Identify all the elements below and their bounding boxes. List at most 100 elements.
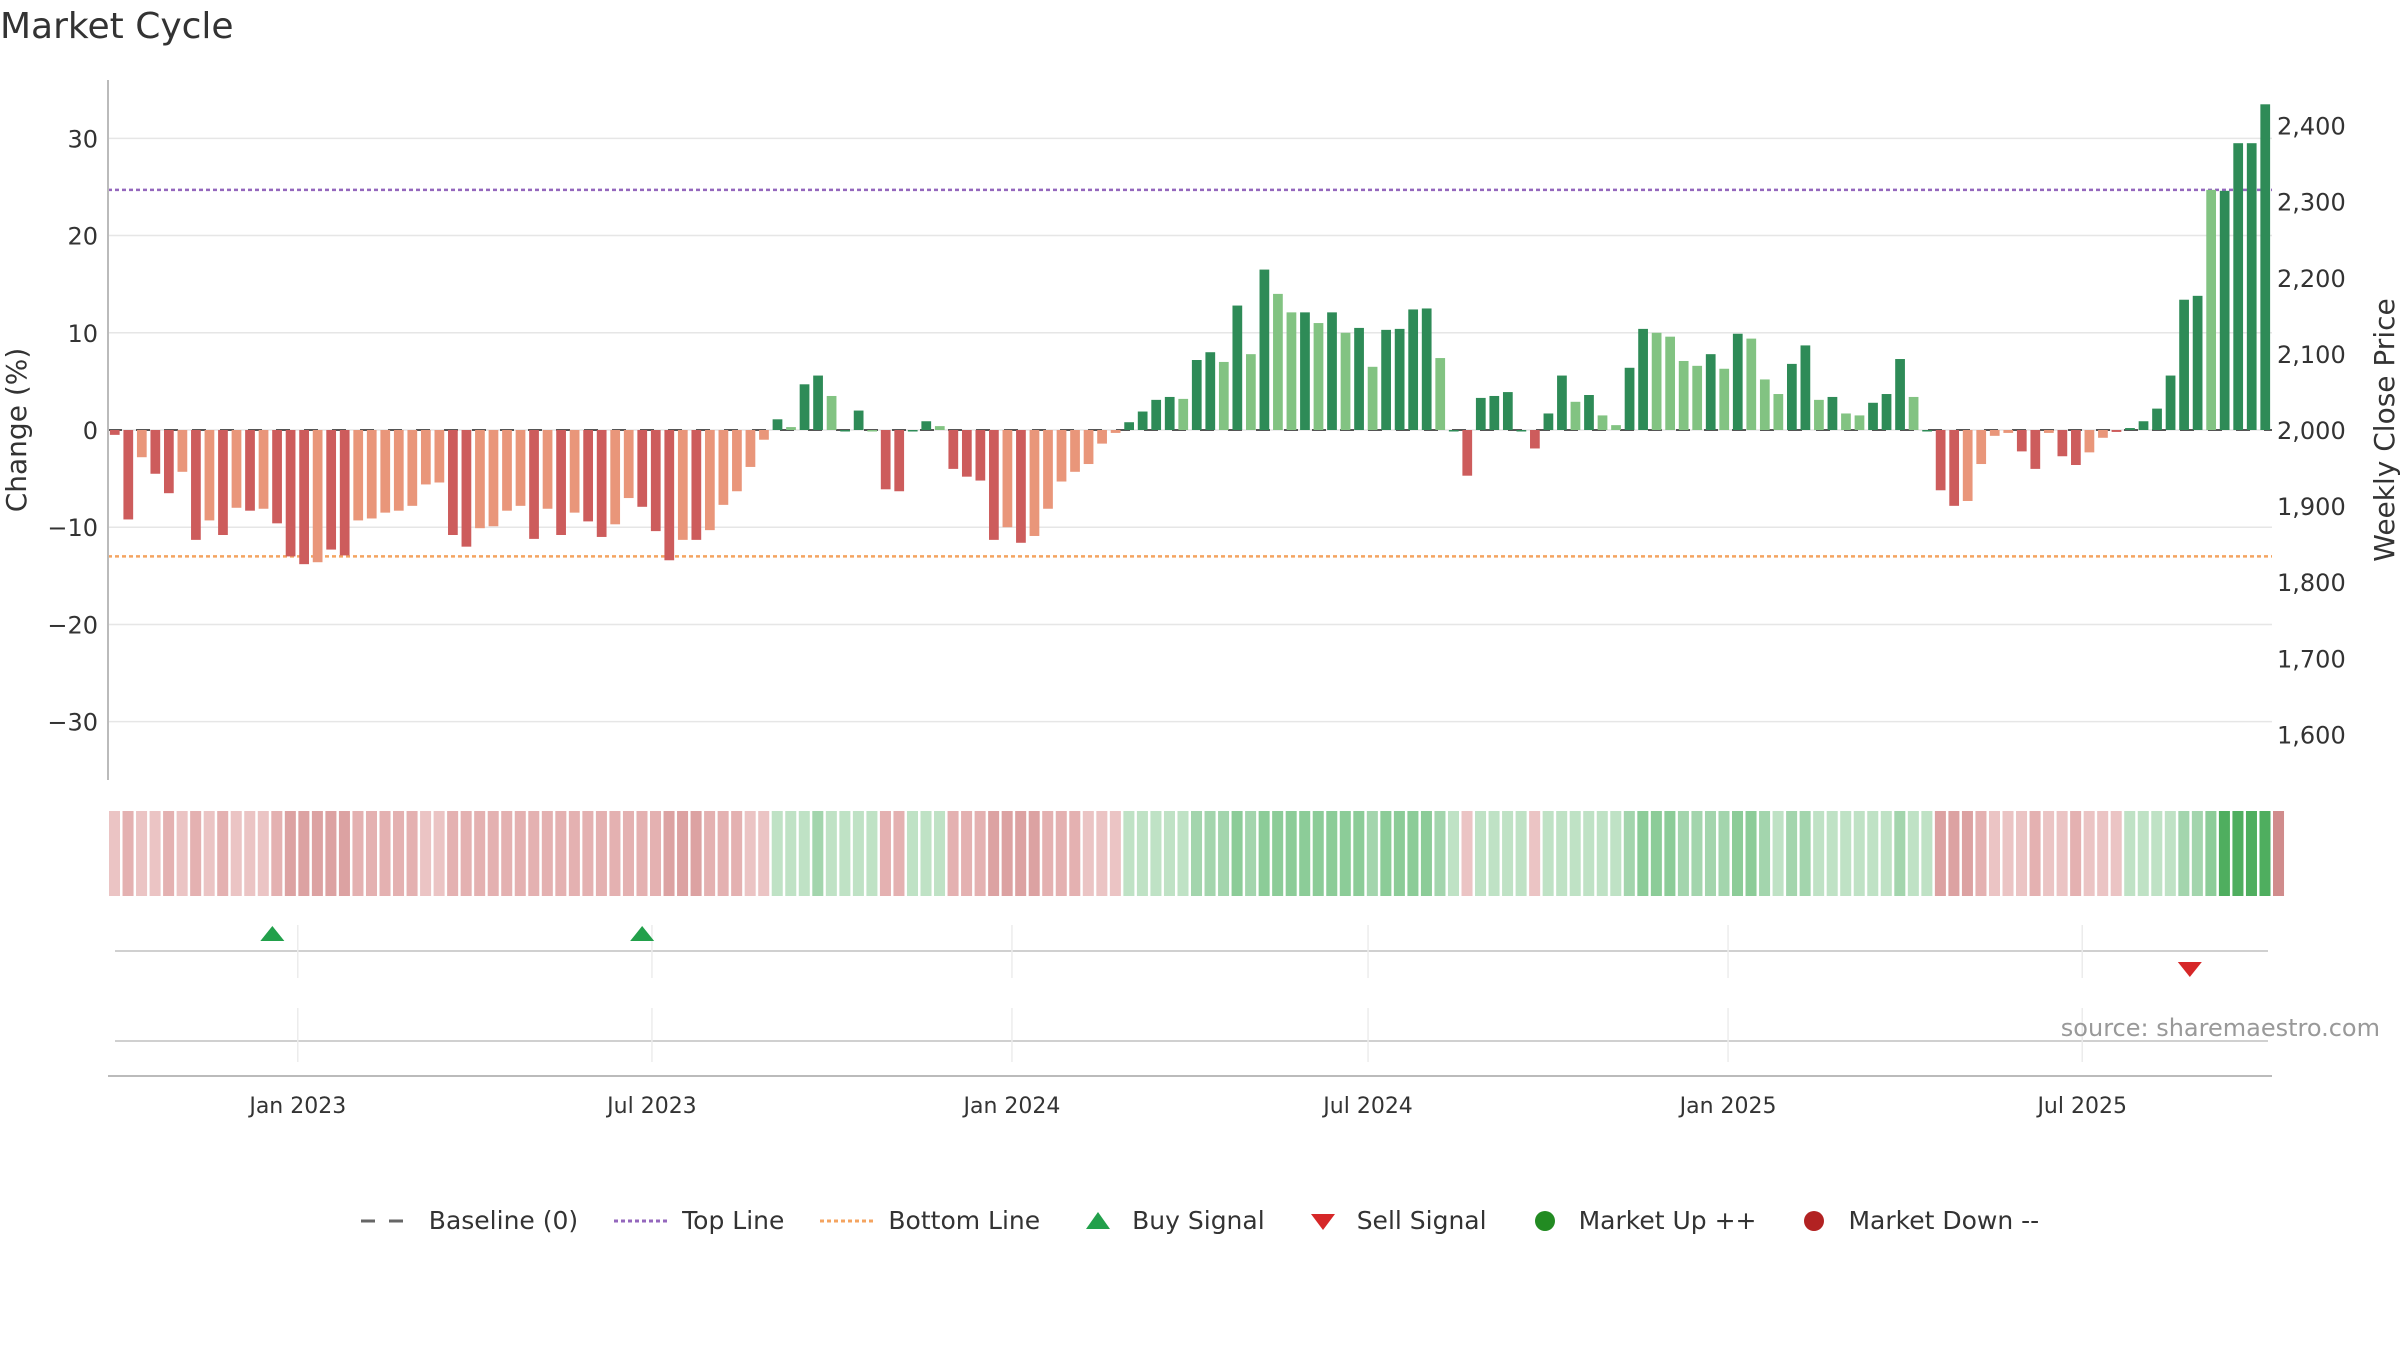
cycle-strip-cell [947,811,959,896]
cycle-strip-cell [541,811,553,896]
y-tick-label: 0 [83,417,98,445]
legend-baseline: Baseline (0) [360,1206,578,1235]
cycle-strip-cell [1502,811,1514,896]
cycle-strip-cell [2137,811,2149,896]
x-tick-label: Jul 2025 [2035,1094,2127,1119]
cycle-strip-cell [1069,811,1081,896]
change-bar [1759,379,1770,430]
change-bar [1678,360,1689,430]
cycle-strip-cell [1853,811,1865,896]
buy-triangle-icon [1086,1211,1111,1229]
cycle-strip-cell [1826,811,1838,896]
change-bar [637,430,648,507]
cycle-strip-cell [2110,811,2122,896]
cycle-strip-cell [2245,811,2257,896]
cycle-strip-cell [1569,811,1581,896]
change-bar [136,430,147,458]
cycle-strip-cell [1150,811,1162,896]
change-bar [1205,352,1216,430]
cycle-strip-cell [1272,811,1284,896]
cycle-strip-cell [758,811,770,896]
change-bar [1611,425,1621,430]
change-bar [502,430,512,511]
cycle-strip-cell [1813,811,1825,896]
change-bar [704,430,715,531]
cycle-strip-cell [771,811,783,896]
change-bar [1719,368,1730,430]
cycle-strip-cell [1650,811,1662,896]
change-bar [2030,430,2041,469]
change-bar [1976,430,1987,465]
cycle-strip-cell [974,811,986,896]
change-bar [353,430,364,521]
cycle-strip-cell [731,811,743,896]
change-bar [1989,430,2000,436]
change-bar [1462,430,1473,476]
cycle-strip-cell [555,811,567,896]
change-bar [1070,430,1080,472]
legend-market-down: Market Down -- [1792,1206,2039,1235]
change-bar [339,430,350,556]
change-bar [1530,430,1540,449]
cycle-strip-cell [704,811,716,896]
y2-axis-title: Weekly Close Price [2368,298,2400,561]
cycle-strip-cell [1529,811,1541,896]
change-bar [1083,430,1094,465]
source-label: source: sharemaestro.com [2060,1014,2380,1042]
cycle-strip-cell [2056,811,2068,896]
cycle-strip-cell [2232,811,2244,896]
y-tick-label: 10 [67,320,98,348]
market-up-dot-icon [1534,1210,1555,1231]
cycle-strip-cell [487,811,499,896]
change-bar [1313,323,1324,430]
top-line-icon [614,1219,671,1222]
change-bar [840,430,850,432]
cycle-strip-cell [1285,811,1297,896]
change-bar [1056,430,1067,482]
cycle-strip-cell [528,811,540,896]
change-bar [461,430,472,547]
change-bar [1651,332,1662,430]
change-bar [610,430,621,525]
change-bar [475,430,485,529]
cycle-strip-cell [257,811,269,896]
change-bar [1502,392,1513,430]
buy-signal-marker [630,926,655,941]
change-bar [2071,430,2081,465]
cycle-strip-cell [1028,811,1040,896]
cycle-strip-cell [1245,811,1257,896]
change-bar [2111,430,2122,432]
change-bar [1516,430,1527,432]
change-bar [1827,396,1838,430]
cycle-strip-cell [568,811,580,896]
cycle-strip-cell [1732,811,1744,896]
change-bar [2165,375,2176,430]
change-bar [1245,354,1256,430]
buy-signal-marker [260,926,285,941]
cycle-strip-cell [2164,811,2176,896]
cycle-strip-cell [1623,811,1635,896]
change-bar [1624,367,1635,430]
cycle-strip-cell [1393,811,1405,896]
cycle-strip-cell [1880,811,1892,896]
change-bar [826,395,837,430]
change-bar [1881,394,1892,430]
y2-tick-label: 1,800 [2277,569,2346,597]
change-bar [312,430,323,563]
change-bar [1841,413,1851,430]
chart-title: Market Cycle [0,6,234,47]
change-bar [326,430,337,550]
cycle-strip-cell [190,811,202,896]
cycle-strip-cell [1434,811,1446,896]
cycle-strip-cell [338,811,350,896]
change-bar [2003,430,2014,433]
cycle-strip-cell [2218,811,2230,896]
cycle-strip-cell [1664,811,1676,896]
cycle-strip-cell [2043,811,2055,896]
cycle-strip-cell [1691,811,1703,896]
cycle-strip-cell [988,811,1000,896]
cycle-strip-cell [271,811,283,896]
cycle-strip-cell [1488,811,1500,896]
cycle-strip-cell [2097,811,2109,896]
change-bar [542,430,553,509]
